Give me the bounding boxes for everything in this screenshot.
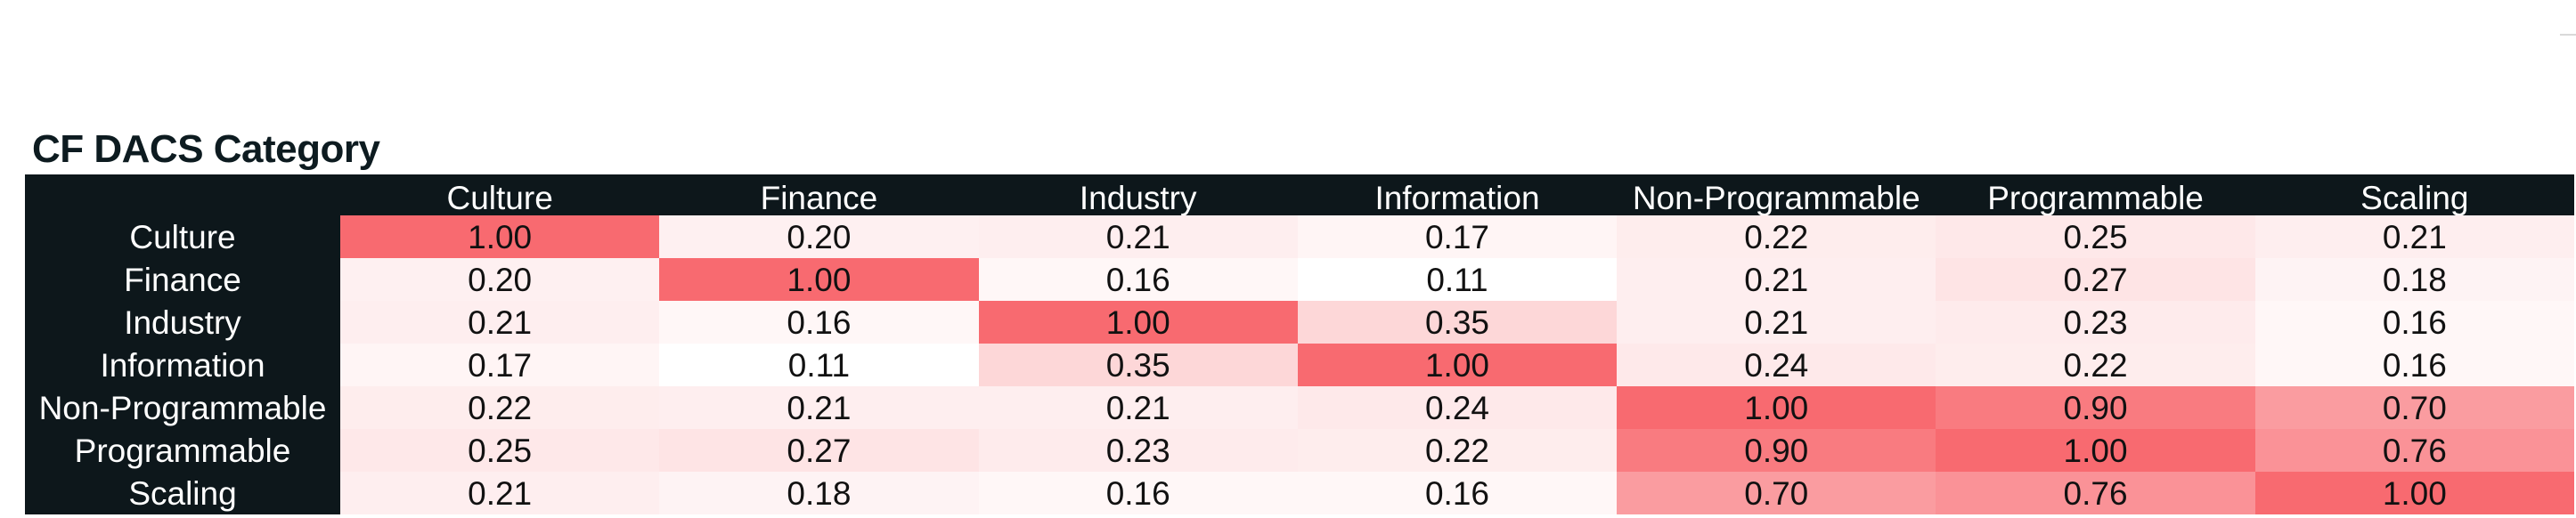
- row-header: Non-Programmable: [25, 386, 340, 429]
- heatmap-cell: 1.00: [1297, 344, 1618, 386]
- heatmap-cell: 1.00: [2254, 472, 2574, 514]
- heatmap-cell: 0.76: [2254, 429, 2574, 472]
- heatmap-cell: 0.21: [978, 215, 1298, 258]
- heatmap-cell: 0.20: [659, 215, 979, 258]
- column-header: Scaling: [2254, 174, 2574, 215]
- heatmap-cell: 0.20: [340, 258, 660, 301]
- heatmap-cell: 0.90: [1617, 429, 1936, 472]
- column-header: Culture: [340, 174, 660, 215]
- heatmap-cell: 0.25: [340, 429, 660, 472]
- row-header: Culture: [25, 215, 340, 258]
- heatmap-cell: 0.22: [1297, 429, 1618, 472]
- column-header: Information: [1297, 174, 1618, 215]
- row-header: Information: [25, 344, 340, 386]
- chart-title: CF DACS Category: [32, 127, 380, 171]
- heatmap-cell: 0.21: [340, 301, 660, 344]
- heatmap-cell: 0.16: [978, 258, 1298, 301]
- heatmap-cell: 1.00: [978, 301, 1298, 344]
- heatmap-cell: 1.00: [659, 258, 979, 301]
- heatmap-cell: 0.22: [340, 386, 660, 429]
- row-header: Finance: [25, 258, 340, 301]
- heatmap-cell: 1.00: [1936, 429, 2255, 472]
- heatmap-cell: 0.16: [1297, 472, 1618, 514]
- heatmap-cell: 0.11: [659, 344, 979, 386]
- heatmap-cell: 0.27: [1936, 258, 2255, 301]
- column-header: Non-Programmable: [1617, 174, 1936, 215]
- column-header: Programmable: [1936, 174, 2255, 215]
- heatmap-cell: 0.21: [659, 386, 979, 429]
- heatmap-cell: 0.70: [1617, 472, 1936, 514]
- heatmap-cell: 0.16: [2254, 344, 2574, 386]
- heatmap-cell: 0.27: [659, 429, 979, 472]
- heatmap-cell: 0.70: [2254, 386, 2574, 429]
- heatmap-corner: [25, 174, 340, 215]
- heatmap-table: Culture Finance Industry Information Non-Pro…: [25, 174, 2574, 514]
- heatmap-cell: 0.24: [1297, 386, 1618, 429]
- heatmap-cell: 0.21: [1617, 301, 1936, 344]
- heatmap-cell: 0.21: [1617, 258, 1936, 301]
- column-header: Industry: [978, 174, 1298, 215]
- heatmap-cell: 0.25: [1936, 215, 2255, 258]
- heatmap-cell: 0.16: [978, 472, 1298, 514]
- heatmap-cell: 0.17: [1297, 215, 1618, 258]
- heatmap-cell: 0.23: [1936, 301, 2255, 344]
- row-header: Scaling: [25, 472, 340, 514]
- heatmap-cell: 1.00: [340, 215, 660, 258]
- heatmap-cell: 0.21: [2254, 215, 2574, 258]
- heatmap-cell: 0.11: [1297, 258, 1618, 301]
- heatmap-cell: 0.35: [1297, 301, 1618, 344]
- heatmap-cell: 0.16: [659, 301, 979, 344]
- heatmap-cell: 0.90: [1936, 386, 2255, 429]
- corner-mark: [2560, 34, 2576, 36]
- heatmap-cell: 0.35: [978, 344, 1298, 386]
- heatmap-cell: 0.17: [340, 344, 660, 386]
- column-header: Finance: [659, 174, 979, 215]
- heatmap-cell: 1.00: [1617, 386, 1936, 429]
- heatmap-cell: 0.21: [978, 386, 1298, 429]
- heatmap-cell: 0.16: [2254, 301, 2574, 344]
- heatmap-cell: 0.22: [1617, 215, 1936, 258]
- row-header: Industry: [25, 301, 340, 344]
- heatmap-cell: 0.24: [1617, 344, 1936, 386]
- row-header: Programmable: [25, 429, 340, 472]
- heatmap-cell: 0.76: [1936, 472, 2255, 514]
- heatmap-cell: 0.22: [1936, 344, 2255, 386]
- heatmap-cell: 0.21: [340, 472, 660, 514]
- heatmap-cell: 0.18: [2254, 258, 2574, 301]
- heatmap-cell: 0.18: [659, 472, 979, 514]
- heatmap-cell: 0.23: [978, 429, 1298, 472]
